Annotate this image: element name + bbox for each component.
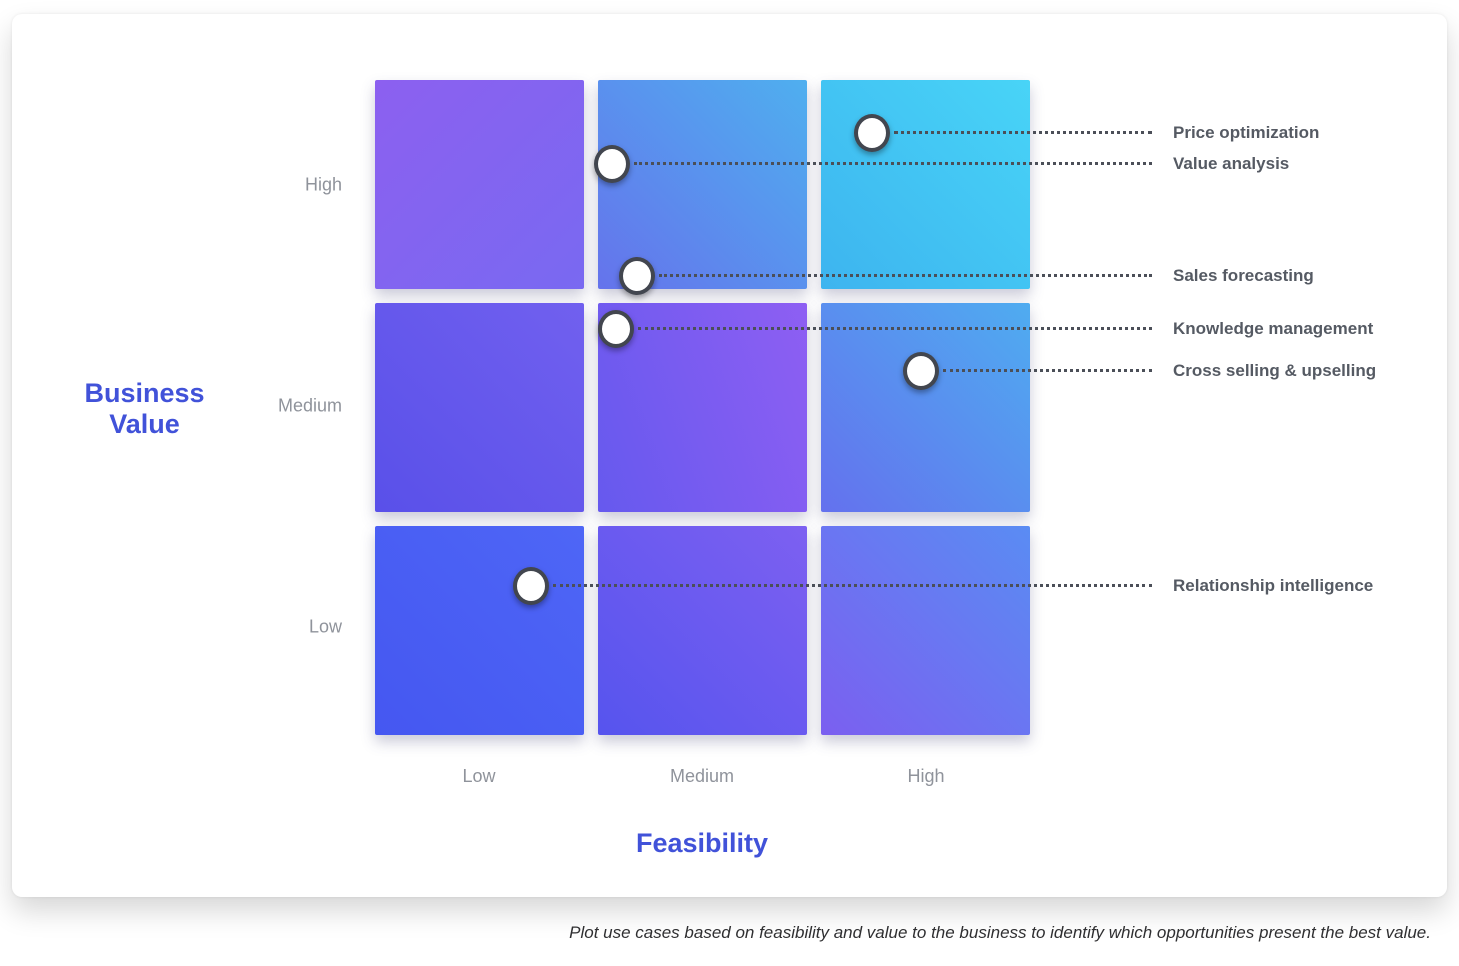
y-tick-low: Low xyxy=(308,616,342,637)
y-tick-high: High xyxy=(304,174,342,195)
matrix-cell-low-value-high-feasibility xyxy=(821,526,1030,735)
point-label-value-analysis: Value analysis xyxy=(1173,154,1290,173)
matrix-cell-high-value-medium-feasibility xyxy=(598,80,807,289)
data-point-cross-selling-upselling xyxy=(903,352,939,390)
leader-line-cross-selling-upselling xyxy=(943,369,1152,372)
point-label-price-optimization: Price optimization xyxy=(1173,123,1320,142)
leader-line-price-optimization xyxy=(894,131,1152,134)
data-point-sales-forecasting xyxy=(619,257,655,295)
chart-caption: Plot use cases based on feasibility and … xyxy=(569,923,1431,942)
matrix-cell-medium-value-medium-feasibility xyxy=(598,303,807,512)
y-axis-title: Business Value xyxy=(52,378,237,440)
y-tick-medium: Medium xyxy=(277,395,342,416)
data-point-knowledge-management xyxy=(598,310,634,348)
matrix-cell-high-value-low-feasibility xyxy=(375,80,584,289)
leader-line-sales-forecasting xyxy=(659,274,1152,277)
data-point-value-analysis xyxy=(594,145,630,183)
matrix-cell-high-value-high-feasibility xyxy=(821,80,1030,289)
y-axis-title-line2: Value xyxy=(109,409,180,440)
matrix-cell-low-value-medium-feasibility xyxy=(598,526,807,735)
leader-line-relationship-intelligence xyxy=(553,584,1152,587)
x-axis-title: Feasibility xyxy=(635,828,769,858)
x-tick-medium: Medium xyxy=(669,766,735,786)
leader-line-value-analysis xyxy=(634,162,1152,165)
leader-line-knowledge-management xyxy=(638,327,1152,330)
point-label-sales-forecasting: Sales forecasting xyxy=(1173,266,1314,285)
point-label-relationship-intelligence: Relationship intelligence xyxy=(1173,576,1374,595)
chart-card: Business Value High Medium Low Low Mediu… xyxy=(12,14,1447,897)
data-point-price-optimization xyxy=(854,114,890,152)
data-point-relationship-intelligence xyxy=(513,567,549,605)
matrix-cell-medium-value-low-feasibility xyxy=(375,303,584,512)
y-axis-title-line1: Business xyxy=(84,378,205,408)
matrix-cell-low-value-low-feasibility xyxy=(375,526,584,735)
matrix-cell-medium-value-high-feasibility xyxy=(821,303,1030,512)
x-tick-high: High xyxy=(907,766,945,786)
point-label-knowledge-management: Knowledge management xyxy=(1173,319,1374,338)
point-label-cross-selling-upselling: Cross selling & upselling xyxy=(1173,361,1377,380)
x-tick-low: Low xyxy=(462,766,496,786)
